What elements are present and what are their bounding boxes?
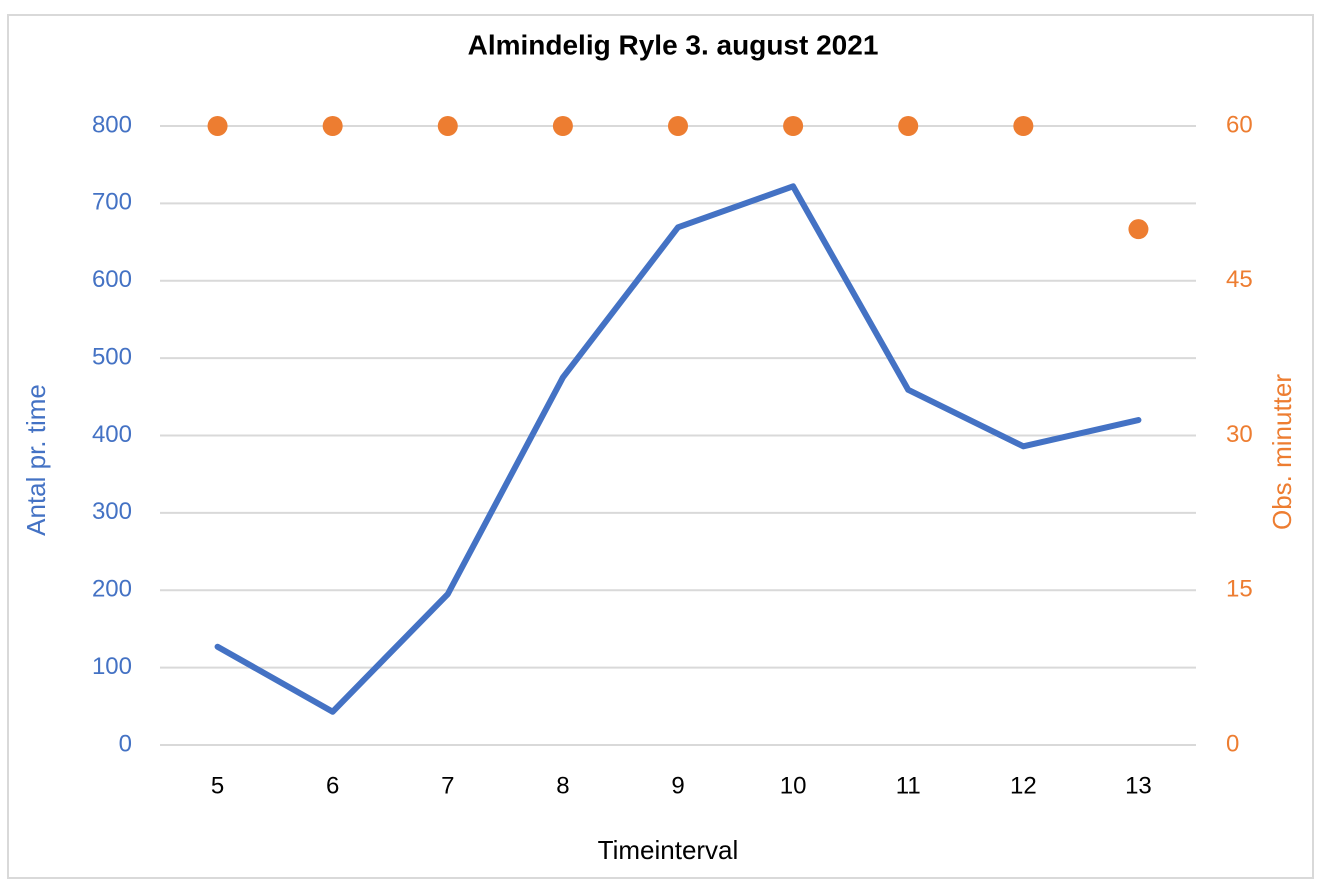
x-tick-label: 6: [326, 772, 339, 799]
x-tick-label: 9: [671, 772, 684, 799]
scatter-point: [207, 116, 228, 136]
chart-title: Almindelig Ryle 3. august 2021: [468, 29, 879, 60]
y-tick-label: 0: [119, 730, 132, 757]
y2-axis-title: Obs. minutter: [1267, 374, 1297, 530]
y2-tick-label: 45: [1226, 266, 1253, 293]
y-tick-label: 600: [92, 266, 132, 293]
y-tick-label: 800: [92, 111, 132, 138]
x-tick-label: 7: [441, 772, 454, 799]
x-tick-label: 12: [1010, 772, 1037, 799]
x-tick-label: 8: [556, 772, 569, 799]
scatter-point: [1128, 219, 1149, 240]
chart-frame: [7, 14, 1314, 879]
y-axis-title: Antal pr. time: [21, 384, 51, 536]
scatter-point: [1013, 116, 1034, 136]
y2-tick-label: 60: [1226, 111, 1253, 138]
scatter-point: [322, 116, 343, 136]
y-tick-label: 300: [92, 498, 132, 525]
scatter-point: [437, 116, 458, 136]
scatter-point: [898, 116, 919, 136]
x-tick-label: 13: [1125, 772, 1152, 799]
x-axis-title: Timeinterval: [598, 835, 739, 865]
y2-tick-label: 30: [1226, 421, 1253, 448]
y-tick-label: 400: [92, 421, 132, 448]
x-tick-label: 10: [780, 772, 807, 799]
y-tick-label: 700: [92, 189, 132, 216]
x-tick-label: 5: [211, 772, 224, 799]
y-tick-label: 200: [92, 576, 132, 603]
scatter-point: [552, 116, 573, 136]
scatter-point: [668, 116, 688, 136]
y-tick-label: 500: [92, 343, 132, 370]
scatter-point: [783, 116, 804, 136]
y2-tick-label: 0: [1226, 730, 1239, 757]
line-series: [214, 183, 1142, 715]
y-tick-label: 100: [92, 653, 132, 680]
x-tick-label: 11: [896, 772, 921, 799]
y2-tick-label: 15: [1226, 576, 1253, 603]
